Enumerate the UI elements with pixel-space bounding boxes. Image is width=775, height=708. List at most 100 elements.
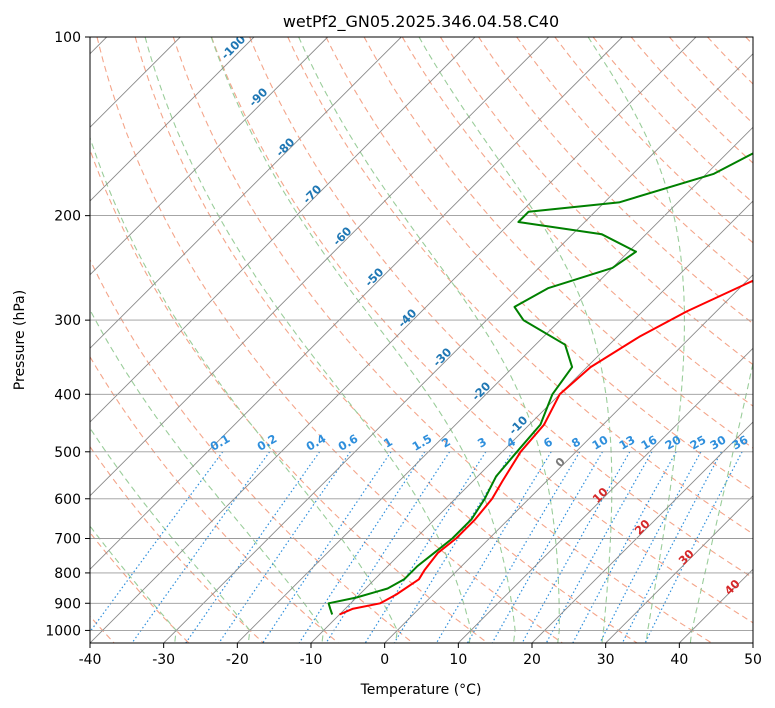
dry-adiabat [554,37,753,244]
y-tick-label: 300 [54,313,81,329]
moist-adiabat [90,525,177,643]
mixing-ratio-label: 13 [617,432,638,452]
x-tick-label: -40 [79,652,102,668]
mixing-ratio-label: 10 [590,432,611,452]
mixing-ratio-line [185,451,321,643]
isotherm-label: -50 [362,265,387,290]
dry-adiabat [707,37,753,85]
mixing-ratio-label: 25 [688,432,709,452]
mixing-ratio-label: 20 [663,432,684,452]
isotherm-label: -70 [300,182,325,207]
mixing-ratio-label: 0.1 [208,431,233,453]
moist-adiabat [689,360,753,643]
dry-adiabat [439,37,753,366]
mixing-ratio-line [298,451,426,643]
x-tick-label: 10 [449,652,467,668]
dry-adiabat [478,37,753,325]
dry-adiabat [745,37,753,46]
moist-adiabat [90,427,251,643]
isotherm-label: -30 [430,345,455,370]
mixing-ratio-label: 36 [730,432,751,452]
x-tick-label: 50 [744,652,762,668]
y-tick-label: 800 [54,566,81,582]
y-tick-label: 900 [54,596,81,612]
mixing-ratio-line [262,451,392,643]
moist-adiabat-label: 20 [632,517,653,538]
dewpoint-profile-line [327,152,753,615]
x-tick-label: 40 [670,652,688,668]
isotherm-line [90,37,550,497]
isotherm-label: -60 [330,224,355,249]
isotherm-line [384,274,753,643]
isotherm-label: -40 [395,306,420,331]
isotherm-line [678,568,753,643]
dry-adiabat [90,148,488,643]
y-tick-label: 400 [54,387,81,403]
isotherm-line [90,37,255,202]
dry-adiabat [90,258,414,643]
chart-title: wetPf2_GN05.2025.346.04.58.C40 [283,12,559,32]
isotherm-line [163,53,753,643]
isotherm-line [90,37,329,276]
isotherm-line [90,37,697,643]
x-tick-label: -10 [300,652,323,668]
y-axis-label: Pressure (hPa) [12,290,28,390]
y-tick-label: 1000 [45,623,81,639]
mixing-ratio-label: 1 [381,434,395,450]
dry-adiabat [134,37,638,643]
temperature-profile-line [339,279,753,616]
mixing-ratio-line [435,451,552,643]
mixing-ratio-label: 8 [569,434,583,450]
mixing-ratio-line [325,451,451,643]
y-tick-label: 500 [54,445,81,461]
y-tick-label: 700 [54,532,81,548]
dry-adiabat [249,37,753,579]
mixing-ratio-label: 30 [708,432,729,452]
isotherm-label: -90 [246,85,271,110]
dry-adiabat [325,37,753,492]
isotherm-line [236,126,753,643]
moist-adiabat [90,136,398,643]
isotherm-line [90,37,402,349]
moist-adiabat [587,37,685,643]
mixing-ratio-line [364,451,487,643]
moist-adiabat-label: 0 [552,454,568,470]
x-tick-label: -20 [226,652,249,668]
dry-adiabat [172,37,712,643]
mixing-ratio-label: 2 [439,434,453,450]
mixing-ratio-line [599,451,702,643]
mixing-ratio-line [218,451,351,643]
mixing-ratio-line [621,451,722,643]
isotherm-line [531,421,753,643]
dry-adiabat [90,531,190,643]
x-tick-label: 20 [523,652,541,668]
x-tick-label: 30 [597,652,615,668]
moist-adiabat [90,308,325,643]
mixing-ratio-line [466,451,581,643]
isotherm-line [90,37,623,570]
isotherm-line [457,347,753,643]
dry-adiabat [90,355,339,643]
mixing-ratio-label: 0.4 [304,431,329,453]
y-tick-label: 600 [54,492,81,508]
moist-adiabat [144,37,472,643]
moist-adiabat-label: 30 [676,547,697,568]
mixing-ratio-label: 16 [639,432,660,452]
mixing-ratio-line [545,451,653,643]
mixing-ratio-line [521,451,631,643]
x-tick-label: 0 [380,652,389,668]
y-tick-label: 200 [54,209,81,225]
moist-adiabat [210,37,516,643]
moist-adiabat [418,37,613,643]
dry-adiabat [210,37,753,624]
x-axis-label: Temperature (°C) [360,682,482,698]
moist-adiabat-label: 10 [590,485,611,506]
mixing-ratio-line [644,451,743,643]
mixing-ratio-label: 6 [541,434,555,450]
isotherm-line [90,37,476,423]
mixing-ratio-line [90,451,224,633]
isotherm-label: -10 [506,413,531,438]
isotherm-label: -20 [469,379,494,404]
mixing-ratio-label: 1.5 [410,431,435,453]
mixing-ratio-label: 3 [475,434,489,450]
